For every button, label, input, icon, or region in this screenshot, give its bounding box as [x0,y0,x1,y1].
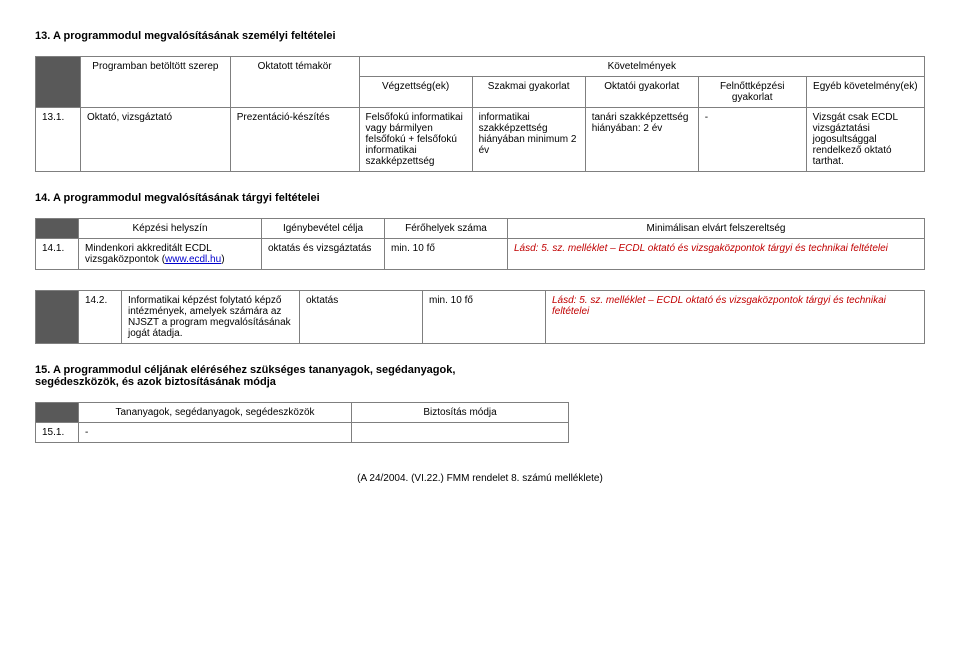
t14-r1-helyszin-b: ) [221,254,224,265]
table-row: 14.1. Mindenkori akkreditált ECDL vizsga… [36,239,925,270]
t14-h-ferohely: Férőhelyek száma [385,219,508,239]
t14-r1-ferohely: min. 10 fő [385,239,508,270]
t13-r1-egyeb: Vizsgát csak ECDL vizsgáztatási jogosult… [806,108,924,172]
t13-r1-felnott: - [698,108,806,172]
t15-r1-tananyag: - [79,423,352,443]
t14-r1-helyszin: Mindenkori akkreditált ECDL vizsgaközpon… [79,239,262,270]
t15-r1-biztositas [352,423,569,443]
t14-h-helyszin: Képzési helyszín [79,219,262,239]
t13-h-vegzettseg: Végzettség(ek) [359,77,472,108]
t14-h-blank [36,219,79,239]
t13-h-szakmai: Szakmai gyakorlat [472,77,585,108]
t15-h-biztositas: Biztosítás módja [352,403,569,423]
t13-r1-szakmai: informatikai szakképzettség hiányában mi… [472,108,585,172]
t13-r1-program: Oktató, vizsgáztató [81,108,231,172]
t13-h-temakor: Oktatott témakör [230,57,359,108]
t13-h-blank [36,57,81,108]
t13-h-oktatoi: Oktatói gyakorlat [585,77,698,108]
t14-r2-helyszin: Informatikai képzést folytató képző inté… [122,291,300,344]
section15-title: 15. A programmodul céljának eléréséhez s… [35,364,515,388]
t13-h-egyeb: Egyéb követelmény(ek) [806,77,924,108]
ecdl-link[interactable]: www.ecdl.hu [165,254,221,265]
t14-r2-num: 14.2. [79,291,122,344]
t13-r1-oktatoi: tanári szakképzettség hiányában: 2 év [585,108,698,172]
t13-h-program: Programban betöltött szerep [81,57,231,108]
table-row: 13.1. Oktató, vizsgáztató Prezentáció-ké… [36,108,925,172]
t14b-blank [36,291,79,344]
t14-r2-ferohely: min. 10 fő [423,291,546,344]
t13-r1-temakor: Prezentáció-készítés [230,108,359,172]
t15-h-tananyag: Tananyagok, segédanyagok, segédeszközök [79,403,352,423]
t13-h-felnott: Felnőttképzési gyakorlat [698,77,806,108]
t14-r1-minimalis: Lásd: 5. sz. melléklet – ECDL oktató és … [508,239,925,270]
section13-title: 13. A programmodul megvalósításának szem… [35,30,925,42]
table-row: 15.1. - [36,423,569,443]
t13-r1-num: 13.1. [36,108,81,172]
section14-title: 14. A programmodul megvalósításának tárg… [35,192,925,204]
t14-r1-igeny: oktatás és vizsgáztatás [262,239,385,270]
t14-h-minimalis: Minimálisan elvárt felszereltség [508,219,925,239]
t14-r2-igeny: oktatás [300,291,423,344]
table-15: Tananyagok, segédanyagok, segédeszközök … [35,402,569,443]
table-row: 14.2. Informatikai képzést folytató képz… [36,291,925,344]
footer-text: (A 24/2004. (VI.22.) FMM rendelet 8. szá… [35,473,925,484]
t13-h-kovetelmenyek: Követelmények [359,57,924,77]
table-14a: Képzési helyszín Igénybevétel célja Férő… [35,218,925,270]
table-13: Programban betöltött szerep Oktatott tém… [35,56,925,172]
t14-r1-num: 14.1. [36,239,79,270]
t15-r1-num: 15.1. [36,423,79,443]
t14-r2-minimalis: Lásd: 5. sz. melléklet – ECDL oktató és … [546,291,925,344]
table-14b: 14.2. Informatikai képzést folytató képz… [35,290,925,344]
t14-h-igeny: Igénybevétel célja [262,219,385,239]
t13-r1-vegzettseg: Felsőfokú informatikai vagy bármilyen fe… [359,108,472,172]
t15-h-blank [36,403,79,423]
